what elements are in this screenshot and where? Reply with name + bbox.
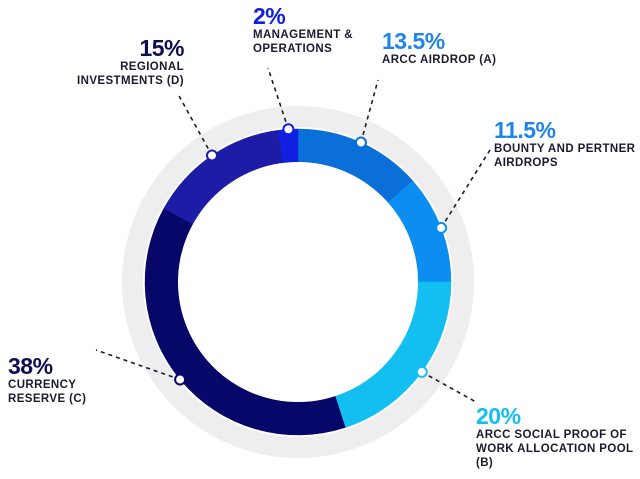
slice-name-label: MANAGEMENT & OPERATIONS <box>253 29 353 55</box>
slice-name-label: ARCC SOCIAL PROOF OF WORK ALLOCATION POO… <box>476 429 634 469</box>
slice-value-label: 11.5% <box>494 117 556 143</box>
slice-marker-5 <box>282 123 295 136</box>
slice-value-label: 20% <box>476 403 521 429</box>
label-arcc-airdrop: 13.5% ARCC AIRDROP (A) <box>382 29 496 67</box>
label-currency-reserve: 38% CURRENCY RESERVE (C) <box>8 354 108 406</box>
leader-line-2 <box>421 371 477 403</box>
donut-hole <box>178 162 418 402</box>
slice-marker-3 <box>174 373 187 386</box>
slice-name-label: BOUNTY AND PERTNER AIRDROPS <box>494 143 636 169</box>
slice-value-label: 13.5% <box>382 28 445 54</box>
leader-line-3 <box>95 349 181 381</box>
slice-marker-2 <box>415 365 428 378</box>
leader-line-5 <box>267 67 290 130</box>
slice-marker-1 <box>435 221 448 234</box>
slice-value-label: 2% <box>253 3 286 29</box>
label-social-proof: 20% ARCC SOCIAL PROOF OF WORK ALLOCATION… <box>476 404 636 470</box>
slice-marker-4 <box>206 149 219 162</box>
slice-marker-0 <box>354 136 367 149</box>
label-regional-investments: 15% REGIONAL INVESTMENTS (D) <box>60 36 184 88</box>
leader-line-4 <box>177 93 213 156</box>
slice-name-label: ARCC AIRDROP (A) <box>382 54 497 66</box>
leader-line-0 <box>360 79 379 143</box>
slice-name-label: REGIONAL INVESTMENTS (D) <box>77 61 184 87</box>
slice-value-label: 38% <box>8 353 53 379</box>
slice-value-label: 15% <box>139 35 184 61</box>
label-bounty-airdrops: 11.5% BOUNTY AND PERTNER AIRDROPS <box>494 118 639 170</box>
slice-name-label: CURRENCY RESERVE (C) <box>8 379 87 405</box>
label-management-operations: 2% MANAGEMENT & OPERATIONS <box>253 4 383 56</box>
